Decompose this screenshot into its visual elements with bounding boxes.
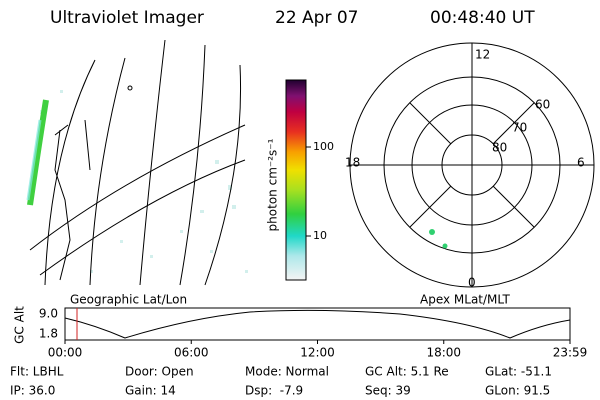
latitude-label: 60	[535, 98, 550, 112]
colorbar-tick-label: 10	[313, 229, 327, 242]
strip-tick-label: 1.8	[39, 327, 58, 341]
strip-label: GC Alt	[13, 306, 27, 344]
time-label: 00:00	[48, 346, 83, 360]
title: Ultraviolet Imager	[50, 8, 204, 28]
date: 22 Apr 07	[275, 8, 358, 28]
info-field: Seq: 39	[365, 384, 411, 398]
map-label: Apex MLat/MLT	[420, 293, 510, 307]
polar-plot: 12 0 18 6 60 70 80	[345, 42, 595, 290]
time-label: 18:00	[426, 346, 461, 360]
polar-label: 12	[475, 48, 490, 62]
geographic-map	[26, 39, 248, 286]
latitude-label: 70	[512, 121, 527, 135]
time-label: 06:00	[174, 346, 209, 360]
info-field: GLat: -51.1	[485, 365, 552, 379]
info-field: GC Alt: 5.1 Re	[365, 365, 449, 379]
time-label: 12:00	[300, 346, 335, 360]
colorbar-tick-label: 100	[313, 140, 334, 153]
polar-label: 18	[345, 156, 360, 170]
info-field: Mode: Normal	[245, 365, 329, 379]
altitude-curve	[64, 309, 571, 339]
info-field: Door: Open	[125, 365, 194, 379]
info-field: Gain: 14	[125, 384, 176, 398]
colorbar	[285, 79, 307, 281]
latitude-label: 80	[492, 141, 507, 155]
strip-tick-label: 9.0	[39, 307, 58, 321]
map-label: Geographic Lat/Lon	[70, 293, 187, 307]
info-field: Flt: LBHL	[10, 365, 64, 379]
info-field: Dsp: -7.9	[245, 384, 303, 398]
time: 00:48:40 UT	[430, 8, 535, 28]
info-field: GLon: 91.5	[485, 384, 550, 398]
polar-label: 6	[577, 156, 585, 170]
colorbar-label: photon cm⁻²s⁻¹	[266, 138, 280, 231]
info-field: IP: 36.0	[10, 384, 55, 398]
altitude-strip	[64, 307, 571, 341]
polar-label: 0	[468, 276, 476, 290]
time-label: 23:59	[553, 346, 588, 360]
